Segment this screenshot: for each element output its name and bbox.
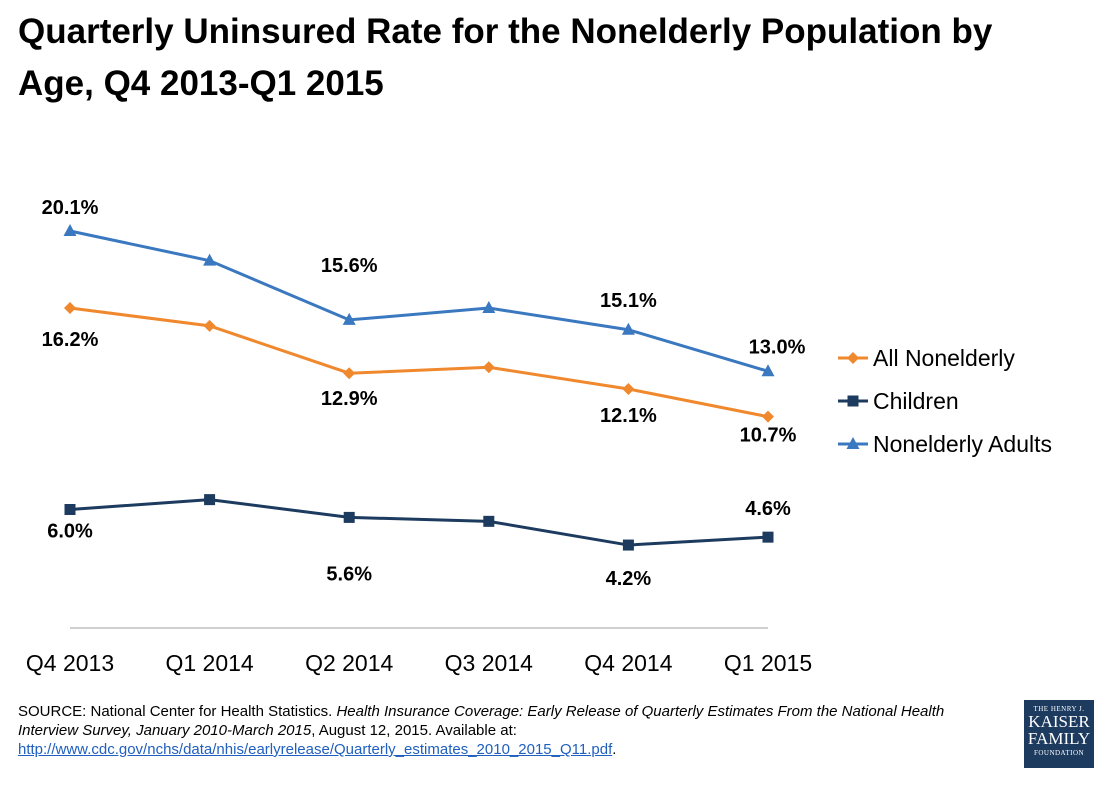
data-label-children: 6.0% — [47, 521, 93, 543]
data-point-nonelderly-adults — [621, 322, 635, 335]
data-point-children — [483, 515, 495, 527]
data-point-nonelderly-adults — [63, 224, 77, 237]
legend-marker-all-nonelderly — [847, 352, 859, 364]
data-label-nonelderly-adults: 20.1% — [42, 197, 99, 219]
legend-label-children: Children — [873, 388, 959, 414]
source-link[interactable]: http://www.cdc.gov/nchs/data/nhis/earlyr… — [18, 741, 613, 758]
logo-line-4: FOUNDATION — [1033, 749, 1085, 757]
x-tick-label: Q3 2014 — [445, 650, 533, 676]
data-label-all-nonelderly: 16.2% — [42, 329, 99, 351]
data-point-children — [343, 511, 355, 523]
data-label-nonelderly-adults: 15.1% — [600, 290, 657, 312]
x-tick-label: Q2 2014 — [305, 650, 393, 676]
data-point-nonelderly-adults — [482, 301, 496, 314]
source-italic-title: Health Insurance Coverage: Early Release… — [18, 703, 945, 739]
source-prefix: SOURCE: National Center for Health Stati… — [18, 703, 337, 720]
logo-line-1: THE HENRY J. — [1033, 705, 1085, 713]
x-tick-label: Q4 2013 — [26, 650, 114, 676]
data-point-all-nonelderly — [482, 361, 495, 374]
source-suffix: , August 12, 2015. Available at: — [311, 722, 517, 739]
logo-line-3: FAMILY — [1027, 729, 1091, 748]
data-point-all-nonelderly — [762, 410, 774, 423]
source-end: . — [612, 741, 617, 758]
chart-title: Quarterly Uninsured Rate for the Nonelde… — [18, 12, 993, 103]
kff-logo: THE HENRY J. KAISER FAMILY FOUNDATION — [1024, 700, 1094, 768]
data-label-all-nonelderly: 12.9% — [321, 388, 378, 410]
data-label-nonelderly-adults: 13.0% — [749, 336, 806, 358]
data-point-nonelderly-adults — [203, 253, 217, 266]
data-label-children: 4.2% — [606, 568, 652, 590]
series-line-all-nonelderly — [69, 306, 769, 419]
data-point-children — [622, 539, 634, 551]
data-point-all-nonelderly — [622, 383, 635, 396]
data-point-nonelderly-adults — [342, 312, 356, 325]
logo-line-2: KAISER — [1028, 712, 1090, 731]
data-label-all-nonelderly: 10.7% — [740, 425, 797, 447]
series-line-nonelderly-adults — [69, 229, 769, 373]
legend-marker-nonelderly-adults — [846, 437, 860, 449]
legend-marker-children — [847, 395, 859, 407]
data-point-all-nonelderly — [343, 367, 356, 380]
data-point-children — [64, 504, 76, 515]
data-label-children: 4.6% — [745, 498, 791, 520]
data-label-nonelderly-adults: 15.6% — [321, 255, 378, 277]
data-point-children — [762, 531, 774, 543]
data-point-children — [204, 494, 216, 506]
line-chart: 16.2% 12.9% 12.1% 10.7% 6.0% 5.6% 4.2% 4.6% 20.1… — [26, 197, 1052, 676]
series-line-children — [69, 498, 769, 547]
data-label-children: 5.6% — [326, 563, 372, 585]
data-point-all-nonelderly — [203, 319, 216, 332]
x-tick-label: Q4 2014 — [584, 650, 672, 676]
data-label-all-nonelderly: 12.1% — [600, 405, 657, 427]
x-tick-label: Q1 2014 — [165, 650, 253, 676]
data-point-all-nonelderly — [64, 302, 76, 315]
legend-label-nonelderly-adults: Nonelderly Adults — [873, 431, 1052, 457]
legend-label-all-nonelderly: All Nonelderly — [873, 345, 1015, 371]
data-point-nonelderly-adults — [761, 364, 775, 377]
x-tick-label: Q1 2015 — [724, 650, 812, 676]
source-note: SOURCE: National Center for Health Stati… — [18, 702, 1008, 759]
